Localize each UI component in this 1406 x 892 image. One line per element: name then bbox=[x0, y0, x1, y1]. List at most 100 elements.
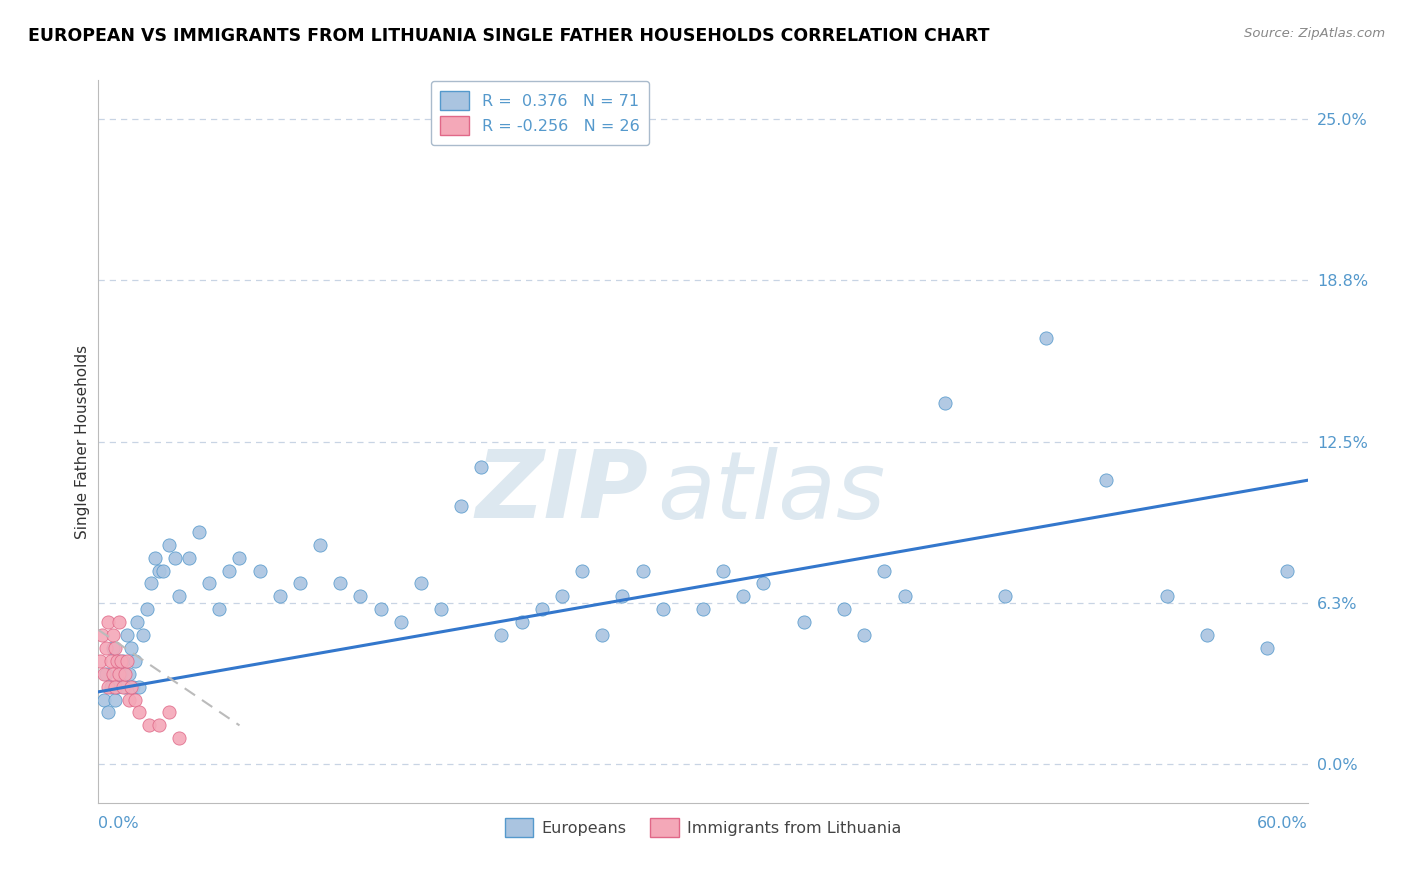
Point bbox=[121, 680, 143, 694]
Point bbox=[692, 602, 714, 616]
Point bbox=[450, 499, 472, 513]
Point bbox=[118, 692, 141, 706]
Point bbox=[148, 564, 170, 578]
Point bbox=[510, 615, 533, 630]
Point bbox=[115, 654, 138, 668]
Point bbox=[157, 538, 180, 552]
Point bbox=[114, 680, 136, 694]
Point bbox=[163, 550, 186, 565]
Point bbox=[198, 576, 221, 591]
Point bbox=[571, 564, 593, 578]
Y-axis label: Single Father Households: Single Father Households bbox=[75, 344, 90, 539]
Point bbox=[157, 706, 180, 720]
Point bbox=[107, 654, 129, 668]
Point bbox=[97, 706, 120, 720]
Point bbox=[832, 602, 855, 616]
Point bbox=[409, 576, 432, 591]
Point bbox=[631, 564, 654, 578]
Text: Source: ZipAtlas.com: Source: ZipAtlas.com bbox=[1244, 27, 1385, 40]
Point bbox=[120, 680, 142, 694]
Point bbox=[733, 590, 755, 604]
Point bbox=[125, 615, 148, 630]
Point bbox=[148, 718, 170, 732]
Point bbox=[105, 680, 128, 694]
Point bbox=[138, 718, 160, 732]
Text: atlas: atlas bbox=[657, 447, 886, 538]
Point bbox=[329, 576, 352, 591]
Point bbox=[370, 602, 392, 616]
Point bbox=[349, 590, 371, 604]
Point bbox=[167, 731, 190, 746]
Point bbox=[91, 628, 114, 642]
Point bbox=[651, 602, 673, 616]
Point bbox=[139, 576, 162, 591]
Point bbox=[143, 550, 166, 565]
Text: ZIP: ZIP bbox=[475, 446, 648, 538]
Point bbox=[1277, 564, 1299, 578]
Point bbox=[93, 692, 115, 706]
Point bbox=[1195, 628, 1218, 642]
Point bbox=[612, 590, 634, 604]
Point bbox=[105, 654, 128, 668]
Point bbox=[873, 564, 896, 578]
Text: EUROPEAN VS IMMIGRANTS FROM LITHUANIA SINGLE FATHER HOUSEHOLDS CORRELATION CHART: EUROPEAN VS IMMIGRANTS FROM LITHUANIA SI… bbox=[28, 27, 990, 45]
Point bbox=[551, 590, 574, 604]
Point bbox=[309, 538, 332, 552]
Point bbox=[124, 654, 146, 668]
Point bbox=[120, 640, 142, 655]
Point bbox=[93, 666, 115, 681]
Point bbox=[135, 602, 157, 616]
Point bbox=[100, 680, 122, 694]
Point bbox=[111, 680, 134, 694]
Point bbox=[167, 590, 190, 604]
Text: 60.0%: 60.0% bbox=[1257, 815, 1308, 830]
Point bbox=[1256, 640, 1278, 655]
Point bbox=[124, 692, 146, 706]
Point bbox=[1035, 331, 1057, 345]
Point bbox=[530, 602, 553, 616]
Point bbox=[853, 628, 876, 642]
Point bbox=[152, 564, 174, 578]
Point bbox=[101, 640, 124, 655]
Point bbox=[110, 654, 132, 668]
Point bbox=[994, 590, 1017, 604]
Point bbox=[269, 590, 291, 604]
Point bbox=[1095, 473, 1118, 487]
Point bbox=[288, 576, 311, 591]
Point bbox=[389, 615, 412, 630]
Point bbox=[1156, 590, 1178, 604]
Point bbox=[228, 550, 250, 565]
Point bbox=[107, 615, 129, 630]
Point bbox=[179, 550, 201, 565]
Legend: Europeans, Immigrants from Lithuania: Europeans, Immigrants from Lithuania bbox=[496, 810, 910, 846]
Point bbox=[115, 628, 138, 642]
Point bbox=[934, 396, 956, 410]
Point bbox=[711, 564, 734, 578]
Point bbox=[188, 524, 211, 539]
Point bbox=[491, 628, 513, 642]
Point bbox=[101, 666, 124, 681]
Point bbox=[128, 706, 150, 720]
Point bbox=[470, 460, 492, 475]
Point bbox=[100, 654, 122, 668]
Point bbox=[218, 564, 240, 578]
Point bbox=[430, 602, 453, 616]
Point bbox=[97, 615, 120, 630]
Point bbox=[132, 628, 155, 642]
Point bbox=[96, 640, 118, 655]
Point bbox=[97, 680, 120, 694]
Point bbox=[96, 666, 118, 681]
Text: 0.0%: 0.0% bbox=[98, 815, 139, 830]
Point bbox=[128, 680, 150, 694]
Point bbox=[107, 666, 129, 681]
Point bbox=[118, 666, 141, 681]
Point bbox=[103, 692, 125, 706]
Point bbox=[103, 680, 125, 694]
Point bbox=[114, 666, 136, 681]
Point bbox=[208, 602, 231, 616]
Point bbox=[111, 654, 134, 668]
Point bbox=[249, 564, 271, 578]
Point bbox=[752, 576, 775, 591]
Point bbox=[793, 615, 815, 630]
Point bbox=[89, 654, 111, 668]
